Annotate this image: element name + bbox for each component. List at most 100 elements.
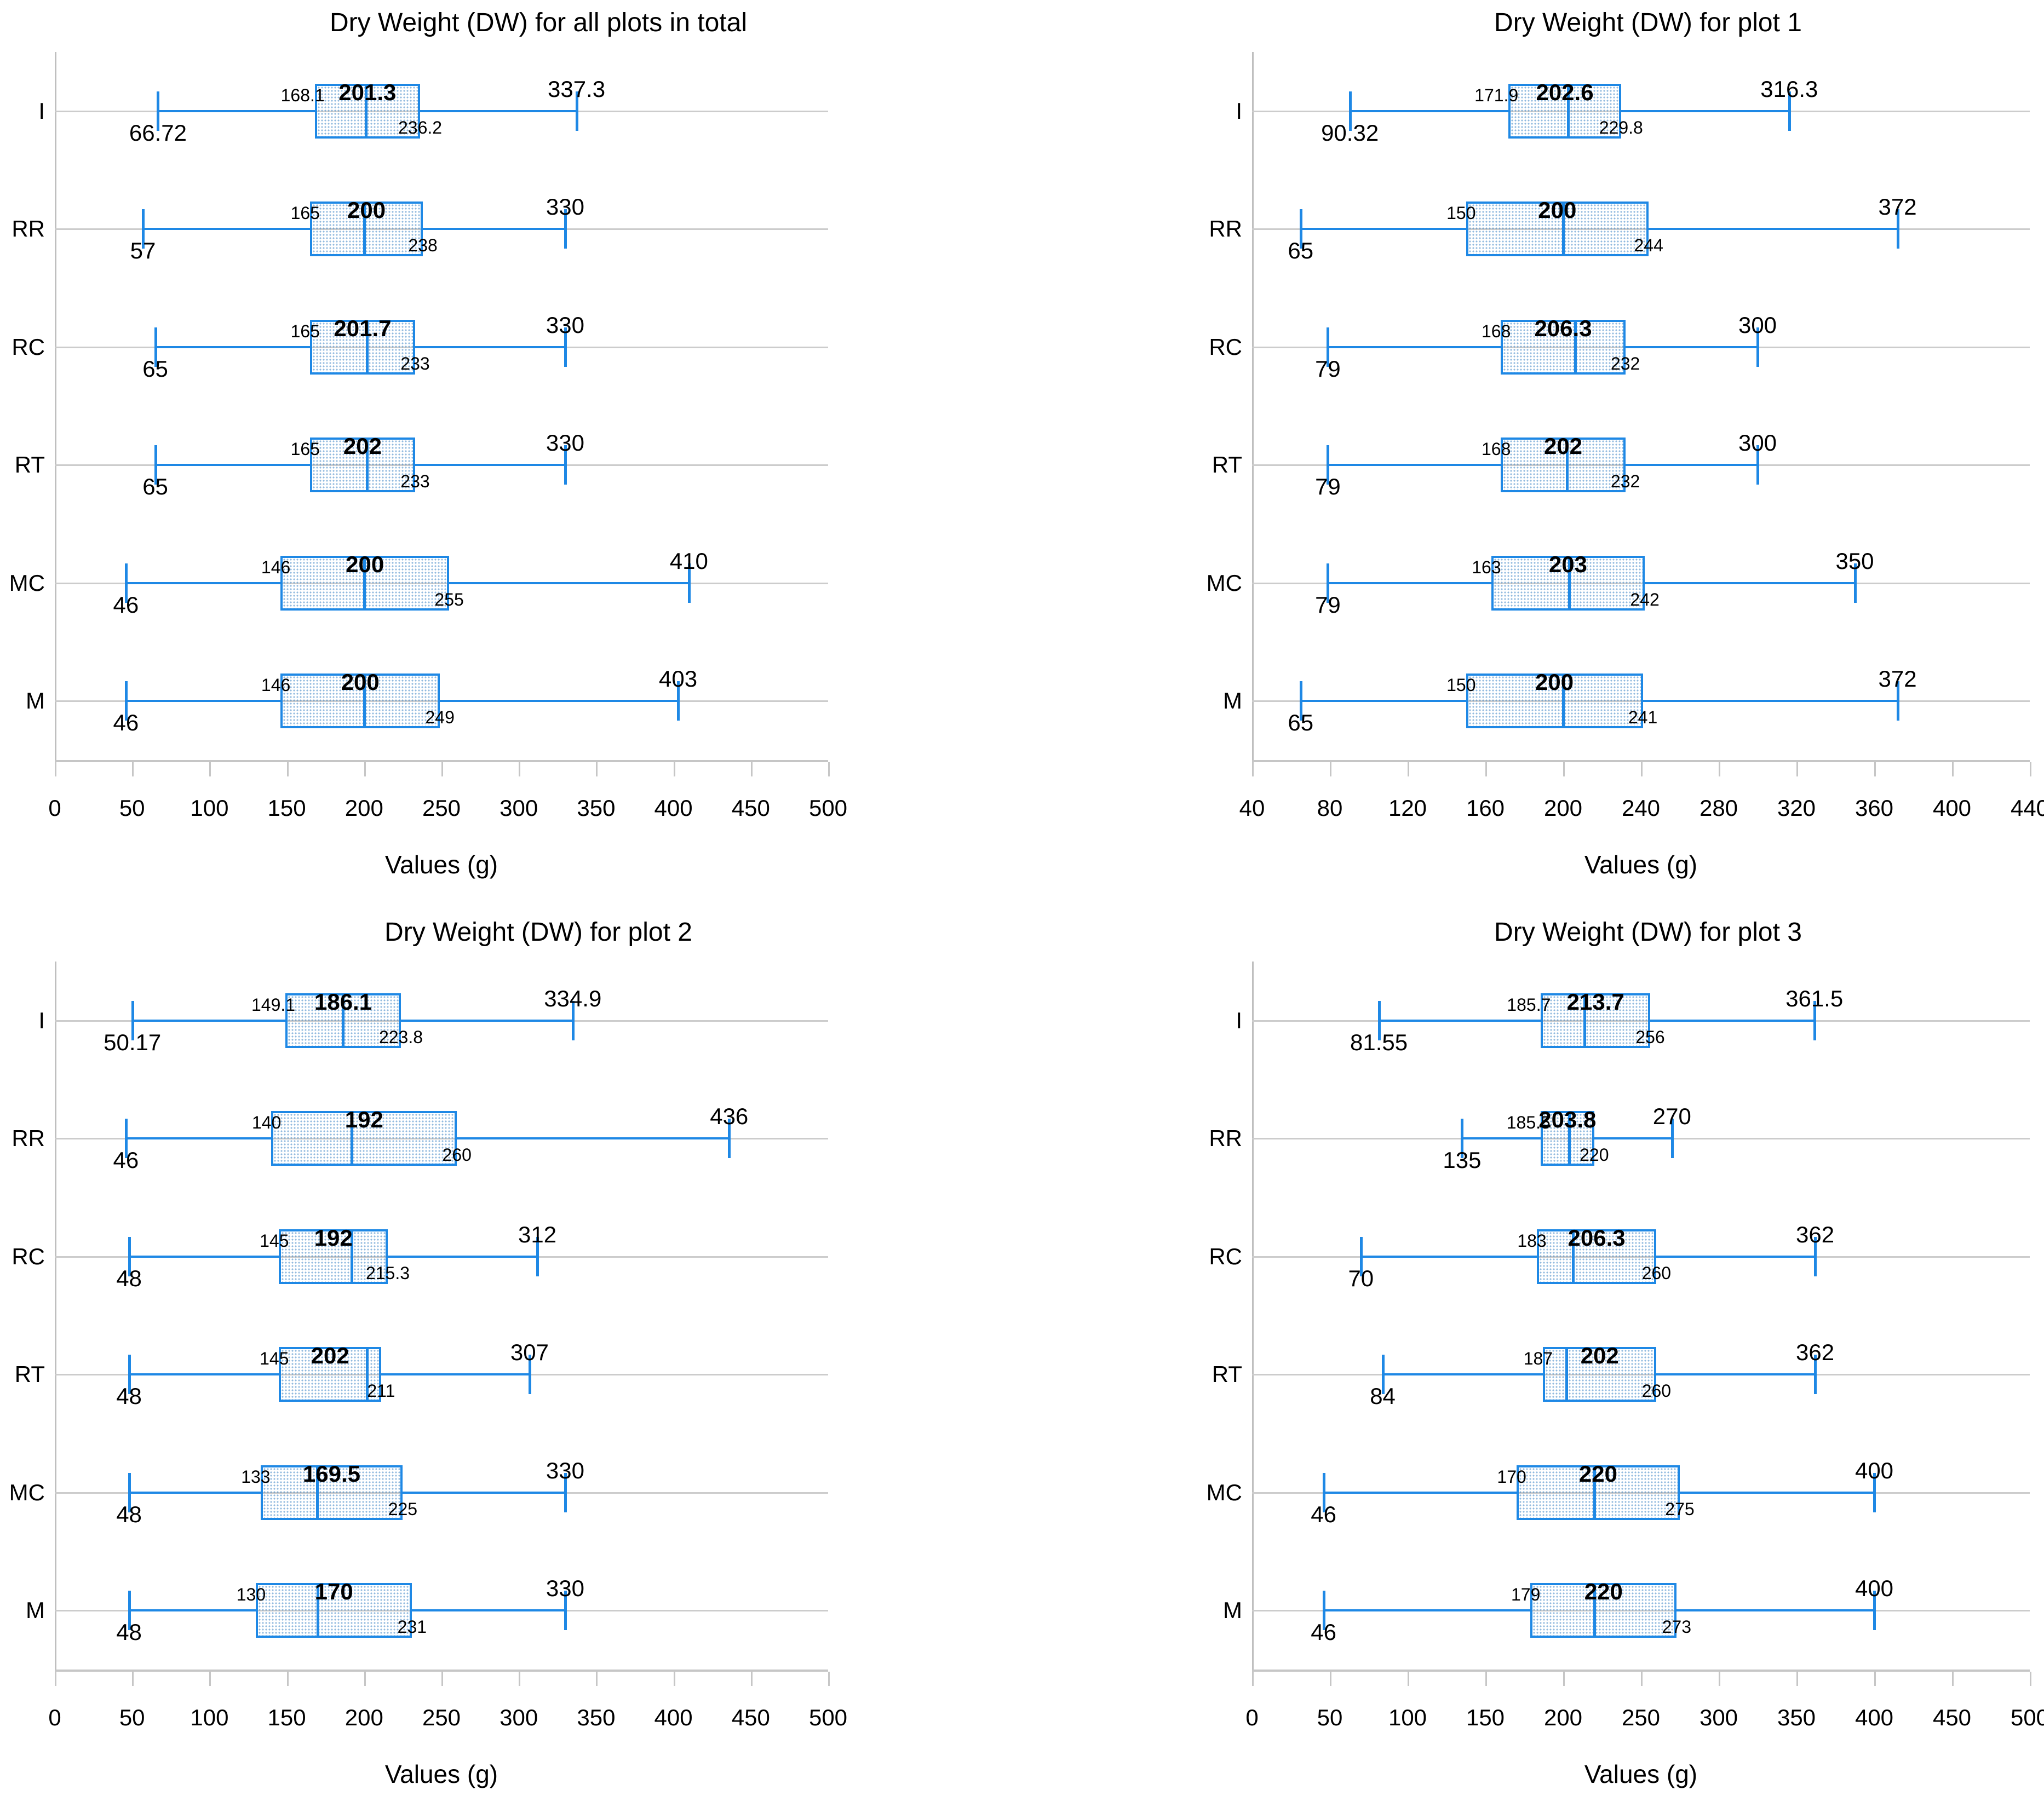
whisker-line-high [1650, 1020, 1815, 1022]
max-label: 270 [1652, 1103, 1691, 1129]
x-tick-label: 350 [577, 795, 616, 821]
max-label: 330 [546, 312, 584, 338]
x-tick-mark [1952, 762, 1954, 776]
q1-label: 165 [290, 439, 320, 459]
x-tick-label: 280 [1699, 795, 1738, 821]
whisker-line-low [129, 1256, 279, 1258]
chart-title: Dry Weight (DW) for all plots in total [330, 8, 747, 37]
whisker-cap-min [128, 1237, 131, 1276]
x-tick-mark [1252, 1672, 1254, 1686]
whisker-cap-min [1327, 445, 1330, 485]
whisker-cap-min [1377, 1001, 1381, 1040]
whisker-line-high [381, 1373, 530, 1375]
x-tick-label: 360 [1854, 795, 1894, 821]
max-label: 330 [546, 1575, 584, 1601]
max-label: 436 [710, 1103, 749, 1129]
x-tick-label: 450 [731, 795, 770, 821]
whisker-cap-max [564, 1473, 567, 1512]
min-label: 65 [142, 356, 168, 382]
q1-label: 133 [241, 1467, 271, 1487]
category-label-RC: RC [12, 334, 45, 360]
min-label: 46 [113, 1147, 139, 1173]
x-axis-title: Values (g) [384, 850, 498, 879]
whisker-cap-max [1896, 681, 1899, 721]
whisker-line-low [142, 228, 310, 230]
x-tick-mark [1563, 1672, 1565, 1686]
median-label: 202 [311, 1343, 349, 1368]
whisker-cap-max [564, 209, 567, 249]
median-label: 201.7 [334, 315, 392, 341]
whisker-line-low [1328, 346, 1501, 348]
x-tick-mark [209, 762, 211, 776]
x-tick-mark [1408, 762, 1409, 776]
box [1541, 993, 1651, 1048]
x-tick-label: 250 [422, 795, 461, 821]
whisker-cap-max [677, 681, 680, 721]
x-tick-mark [1330, 1672, 1331, 1686]
chart-title: Dry Weight (DW) for plot 1 [1494, 8, 1802, 37]
max-label: 300 [1738, 312, 1777, 338]
q3-label: 256 [1635, 1027, 1665, 1047]
x-tick-mark [1796, 1672, 1798, 1686]
x-tick-label: 50 [119, 1705, 145, 1730]
median-label: 200 [346, 551, 384, 577]
whisker-cap-min [1461, 1119, 1464, 1158]
x-tick-mark [1641, 1672, 1643, 1686]
box [1501, 320, 1626, 375]
x-tick-mark [1719, 1672, 1720, 1686]
whisker-line-low [1328, 464, 1501, 466]
whisker-cap-min [1299, 681, 1302, 721]
max-label: 330 [546, 194, 584, 220]
whisker-cap-max [1873, 1591, 1876, 1630]
median-label: 200 [347, 197, 386, 223]
max-label: 362 [1796, 1222, 1835, 1247]
whisker-line-low [1360, 1256, 1537, 1258]
q3-label: 220 [1580, 1145, 1609, 1165]
whisker-line-low [125, 582, 281, 584]
whisker-cap-max [1896, 209, 1899, 249]
chart-panel-2: Dry Weight (DW) for plot 1 40 80 120 160 200 2… [1022, 0, 2044, 910]
median-line [366, 438, 369, 492]
median-line [1568, 556, 1571, 611]
q1-label: 140 [251, 1113, 282, 1132]
whisker-line-high [449, 582, 689, 584]
x-tick-mark [1563, 762, 1565, 776]
q3-label: 232 [1610, 471, 1640, 491]
x-tick-label: 200 [1543, 795, 1583, 821]
category-label-RC: RC [12, 1244, 45, 1269]
box [309, 202, 423, 256]
box [271, 1111, 457, 1166]
category-label-RC: RC [1209, 1244, 1242, 1269]
max-label: 372 [1878, 194, 1917, 220]
x-tick-label: 350 [1777, 1705, 1816, 1730]
q1-label: 165 [290, 203, 320, 223]
whisker-cap-min [1348, 91, 1352, 131]
whisker-line-low [155, 346, 310, 348]
x-tick-mark [673, 1672, 675, 1686]
x-tick-mark [132, 762, 134, 776]
median-line [315, 1465, 319, 1520]
category-label-MC: MC [1206, 570, 1242, 596]
x-axis-line [55, 1670, 828, 1672]
whisker-line-high [440, 700, 679, 702]
whisker-line-low [155, 464, 310, 466]
whisker-cap-max [564, 327, 567, 367]
box [1466, 202, 1649, 256]
whisker-cap-min [1327, 327, 1330, 367]
median-line [366, 1347, 369, 1402]
box [1543, 1347, 1657, 1402]
x-tick-label: 450 [1932, 1705, 1972, 1730]
category-label-RT: RT [1212, 1361, 1242, 1387]
x-tick-label: 50 [1317, 1705, 1343, 1730]
x-tick-label: 0 [48, 1705, 61, 1730]
median-label: 169.5 [302, 1461, 361, 1487]
box [260, 1465, 403, 1520]
min-label: 50.17 [104, 1029, 162, 1055]
category-label-MC: MC [1206, 1480, 1242, 1505]
median-label: 200 [1538, 197, 1577, 223]
min-label: 65 [1288, 710, 1314, 735]
whisker-cap-min [157, 91, 160, 131]
min-label: 79 [1315, 592, 1341, 618]
category-label-RT: RT [14, 452, 45, 477]
x-tick-label: 400 [654, 1705, 693, 1730]
